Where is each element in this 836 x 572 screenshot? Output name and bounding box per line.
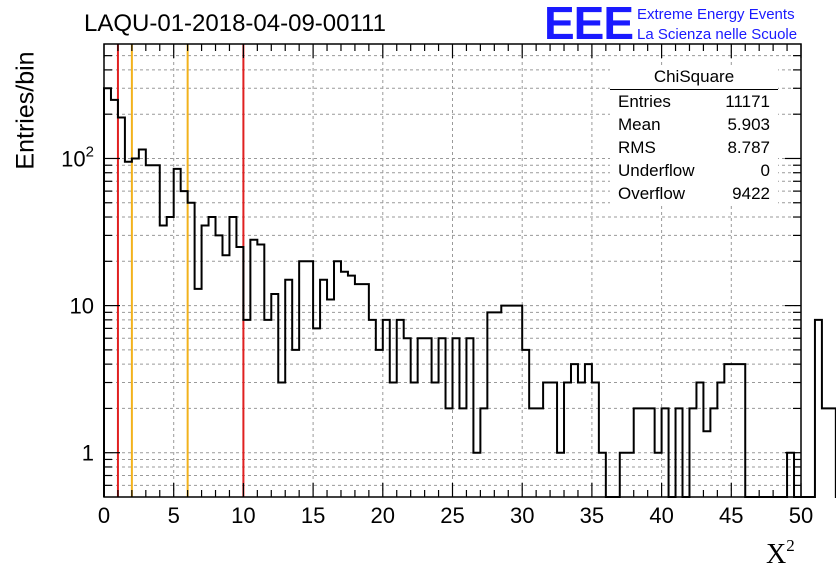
stat-label: Overflow bbox=[618, 184, 686, 203]
x-tick-label: 35 bbox=[580, 503, 604, 528]
x-tick-label: 50 bbox=[789, 503, 813, 528]
stat-row-rms: RMS 8.787 bbox=[618, 138, 770, 161]
x-tick-label: 5 bbox=[168, 503, 180, 528]
logo-line-2: La Scienza nelle Scuole bbox=[637, 26, 798, 43]
stat-row-entries: Entries 11171 bbox=[618, 92, 770, 115]
logo-mark: EEE bbox=[544, 0, 634, 49]
run-title: LAQU-01-2018-04-09-00111 bbox=[84, 10, 386, 37]
stat-value: 8.787 bbox=[727, 138, 770, 157]
stat-value: 0 bbox=[760, 161, 770, 180]
x-axis-label-superscript: 2 bbox=[786, 536, 795, 555]
x-tick-label: 0 bbox=[98, 503, 110, 528]
y-tick-label: 102 bbox=[61, 143, 94, 171]
stats-box: ChiSquare Entries 11171 Mean 5.903 RMS 8… bbox=[610, 66, 778, 206]
y-axis-label: Entries/bin bbox=[11, 51, 40, 170]
eee-logo: EEE Extreme Energy Events La Scienza nel… bbox=[544, 0, 797, 49]
y-tick-label: 10 bbox=[70, 294, 94, 319]
stats-title: ChiSquare bbox=[653, 67, 735, 86]
x-axis-label: X2 bbox=[766, 536, 795, 571]
stat-value: 11171 bbox=[725, 92, 770, 111]
stat-label: Mean bbox=[618, 115, 661, 134]
stat-label: RMS bbox=[618, 138, 656, 157]
stat-value: 9422 bbox=[732, 184, 770, 203]
stat-label: Underflow bbox=[618, 161, 695, 180]
reference-lines bbox=[116, 44, 245, 497]
y-axis-tick-labels: 1 10 102 bbox=[61, 143, 94, 465]
x-tick-label: 30 bbox=[510, 503, 534, 528]
stat-row-mean: Mean 5.903 bbox=[618, 115, 770, 138]
x-axis-tick-labels: 0 5 10 15 20 25 30 35 40 45 50 bbox=[98, 503, 813, 528]
x-tick-label: 25 bbox=[440, 503, 464, 528]
x-tick-label: 10 bbox=[231, 503, 255, 528]
histogram-outline bbox=[103, 87, 836, 498]
histogram bbox=[103, 87, 836, 498]
stat-row-underflow: Underflow 0 bbox=[618, 161, 770, 184]
axis-ticks bbox=[103, 44, 802, 497]
x-tick-label: 20 bbox=[371, 503, 395, 528]
y-tick-label: 1 bbox=[82, 441, 94, 466]
x-axis-label-base: X bbox=[766, 539, 787, 570]
x-tick-label: 40 bbox=[649, 503, 673, 528]
x-tick-label: 15 bbox=[301, 503, 325, 528]
stat-label: Entries bbox=[618, 92, 671, 111]
stats-divider bbox=[610, 89, 778, 90]
stat-value: 5.903 bbox=[727, 115, 770, 134]
stat-row-overflow: Overflow 9422 bbox=[618, 184, 770, 207]
logo-line-1: Extreme Energy Events bbox=[637, 6, 795, 23]
x-tick-label: 45 bbox=[719, 503, 743, 528]
